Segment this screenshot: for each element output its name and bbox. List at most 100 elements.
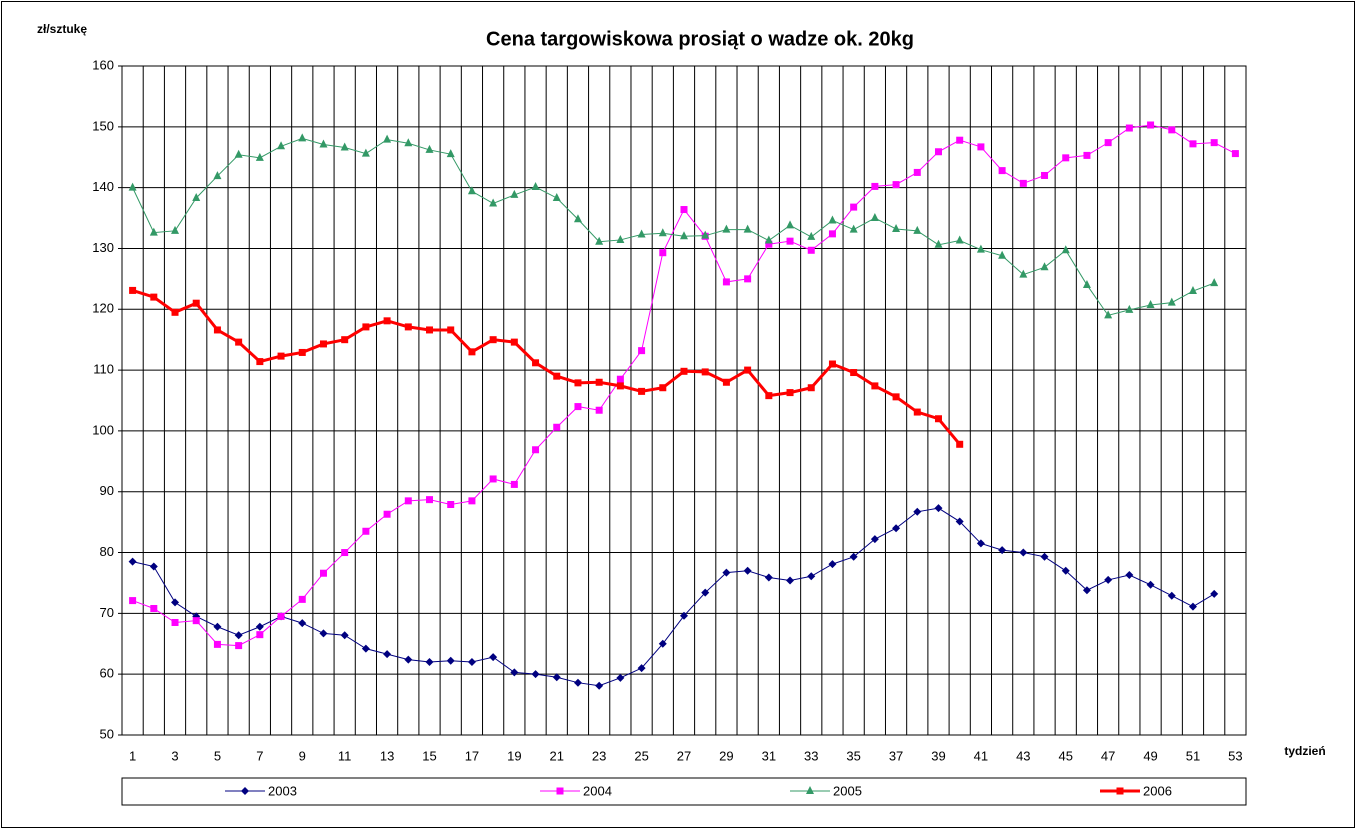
data-point <box>998 546 1007 555</box>
data-point <box>255 622 264 631</box>
data-point <box>1125 124 1133 132</box>
series-line <box>132 137 1215 316</box>
x-tick-label: 27 <box>677 748 691 763</box>
data-point <box>298 348 306 356</box>
legend-marker <box>1116 787 1124 795</box>
data-point <box>277 141 286 150</box>
data-point <box>277 352 285 360</box>
data-point <box>404 497 412 505</box>
x-tick-label: 37 <box>889 748 903 763</box>
data-point <box>786 389 794 397</box>
y-tick-label: 140 <box>92 179 114 194</box>
data-point <box>701 588 710 597</box>
data-point <box>913 168 921 176</box>
data-point <box>680 231 688 240</box>
data-point <box>955 235 964 244</box>
data-point <box>976 539 985 548</box>
data-point <box>849 552 858 561</box>
data-point <box>256 358 264 366</box>
data-point <box>807 246 815 254</box>
data-point <box>574 379 582 387</box>
data-point <box>1041 171 1049 179</box>
series-line <box>132 507 1215 687</box>
data-point <box>1146 300 1155 309</box>
data-point <box>383 650 392 659</box>
data-point <box>150 293 158 301</box>
x-tick-label: 9 <box>299 748 306 763</box>
data-point <box>892 223 901 232</box>
data-point <box>553 423 561 431</box>
data-point <box>192 617 200 625</box>
data-point <box>426 496 434 504</box>
data-point <box>277 612 285 620</box>
data-point <box>341 549 349 557</box>
x-tick-label: 11 <box>338 748 352 763</box>
data-point <box>319 139 328 148</box>
data-point <box>341 336 349 344</box>
data-point <box>234 149 243 158</box>
data-point <box>319 569 327 577</box>
data-point <box>977 143 985 151</box>
data-point <box>807 384 815 392</box>
legend-label: 2003 <box>268 783 297 798</box>
x-tick-label: 51 <box>1186 748 1200 763</box>
data-point <box>828 215 837 224</box>
data-point <box>871 182 879 190</box>
data-point <box>913 507 922 516</box>
data-point <box>1188 286 1197 295</box>
data-point <box>1168 126 1176 134</box>
data-point <box>595 378 603 386</box>
data-point <box>489 336 497 344</box>
data-point <box>722 378 730 386</box>
data-point <box>319 340 327 348</box>
data-point <box>319 629 328 638</box>
data-point <box>1210 589 1219 598</box>
data-point <box>574 403 582 411</box>
data-point <box>171 225 180 234</box>
data-point <box>171 618 179 626</box>
data-point <box>1147 121 1155 129</box>
data-point <box>850 369 858 377</box>
y-tick-label: 100 <box>92 422 114 437</box>
data-point <box>1125 571 1134 580</box>
data-point <box>298 595 306 603</box>
data-point <box>722 224 731 233</box>
data-point <box>489 198 498 207</box>
x-tick-label: 1 <box>129 748 136 763</box>
data-point <box>552 192 561 201</box>
data-point <box>764 573 773 582</box>
x-tick-label: 25 <box>634 748 648 763</box>
data-point <box>404 655 413 664</box>
data-point <box>425 144 434 153</box>
data-point <box>913 225 922 234</box>
x-tick-label: 29 <box>719 748 733 763</box>
data-point <box>425 658 434 667</box>
data-point <box>298 619 307 628</box>
data-point <box>658 228 667 237</box>
x-tick-label: 17 <box>465 748 479 763</box>
data-point <box>828 230 836 238</box>
data-point <box>680 367 688 375</box>
data-point <box>1210 139 1218 147</box>
data-point <box>149 227 158 236</box>
data-point <box>1146 580 1155 589</box>
data-point <box>447 326 455 334</box>
data-point <box>404 323 412 331</box>
data-point <box>637 664 646 673</box>
y-tick-label: 120 <box>92 301 114 316</box>
data-point <box>128 557 137 566</box>
data-point <box>743 566 752 575</box>
data-point <box>446 656 455 665</box>
data-point <box>701 368 709 376</box>
data-point <box>638 347 646 355</box>
y-tick-label: 150 <box>92 118 114 133</box>
data-point <box>870 535 879 544</box>
x-tick-label: 35 <box>846 748 860 763</box>
data-point <box>129 286 137 294</box>
data-point <box>468 497 476 505</box>
data-point <box>744 366 752 374</box>
data-point <box>235 338 243 346</box>
data-point <box>701 230 710 239</box>
data-point <box>955 517 964 526</box>
legend-label: 2006 <box>1143 783 1172 798</box>
